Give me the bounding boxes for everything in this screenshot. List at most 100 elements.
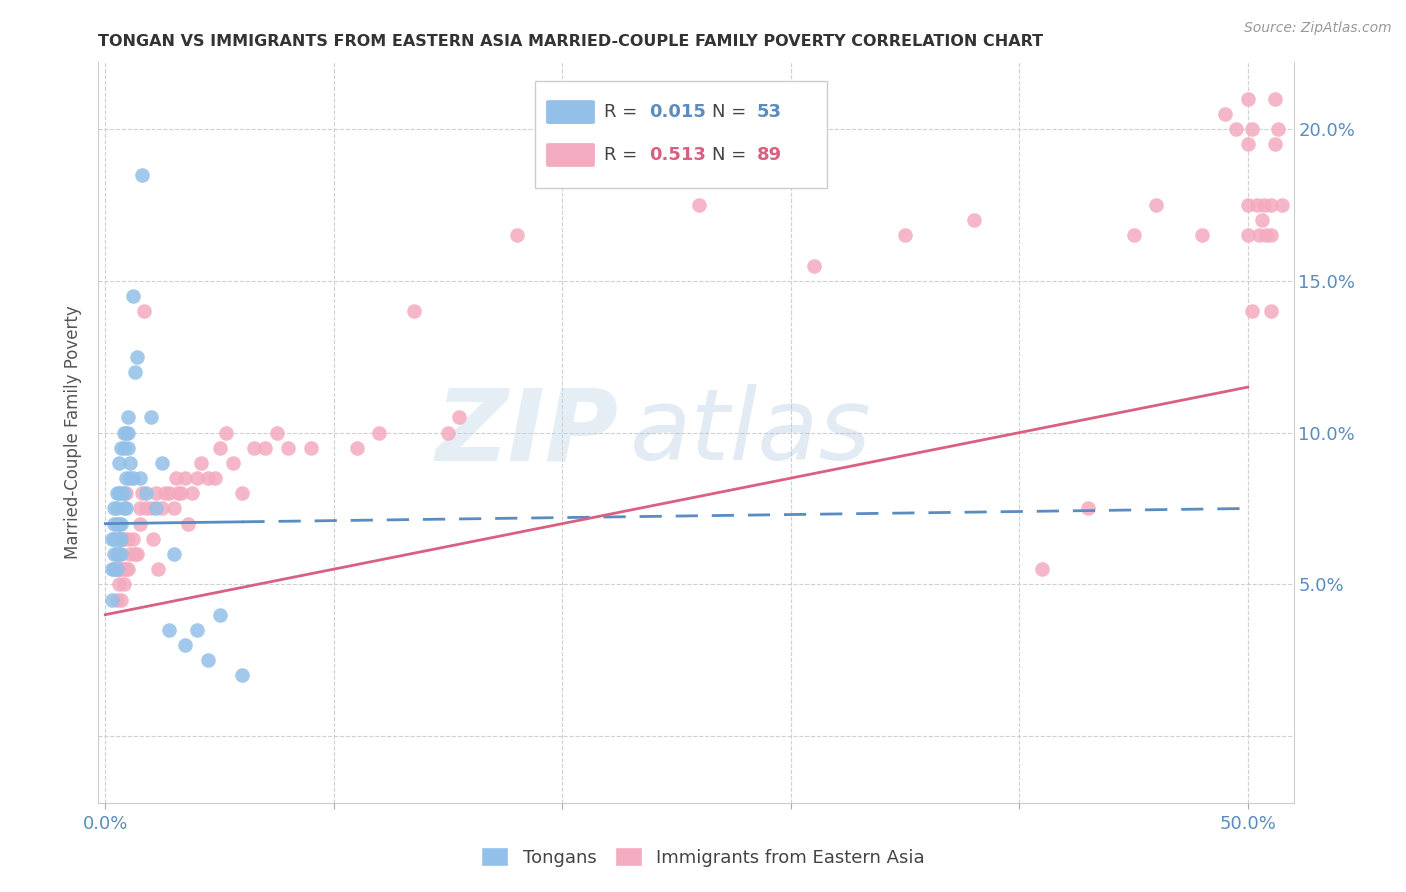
Point: [299, 441, 322, 455]
Point: [176, 516, 198, 531]
Point: [115, 425, 138, 440]
Point: [437, 425, 460, 440]
Point: [157, 486, 180, 500]
Point: [131, 168, 153, 182]
Point: [110, 516, 132, 531]
Point: [105, 486, 128, 500]
Point: [121, 532, 143, 546]
Point: [127, 547, 149, 561]
Point: [146, 562, 169, 576]
Point: [142, 532, 165, 546]
Point: [1241, 304, 1264, 318]
Point: [117, 532, 139, 546]
Text: R =: R =: [605, 103, 643, 121]
Point: [135, 501, 157, 516]
Point: [105, 547, 128, 561]
Point: [1250, 213, 1272, 227]
Point: [103, 516, 125, 531]
Point: [145, 486, 167, 500]
Text: ZIP: ZIP: [436, 384, 619, 481]
Point: [108, 516, 131, 531]
Point: [231, 668, 253, 682]
Point: [124, 365, 146, 379]
Point: [105, 592, 128, 607]
Point: [108, 547, 131, 561]
Point: [152, 456, 174, 470]
Point: [204, 471, 226, 485]
Point: [112, 577, 135, 591]
Point: [110, 547, 132, 561]
Point: [120, 547, 142, 561]
Point: [134, 304, 156, 318]
Point: [1246, 198, 1268, 212]
Point: [266, 425, 288, 440]
Point: [128, 471, 150, 485]
Point: [117, 441, 139, 455]
Point: [128, 501, 150, 516]
Point: [121, 471, 143, 485]
Point: [131, 486, 153, 500]
Point: [222, 456, 245, 470]
Point: [108, 456, 131, 470]
FancyBboxPatch shape: [546, 99, 596, 125]
Y-axis label: Married-Couple Family Poverty: Married-Couple Family Poverty: [65, 306, 83, 559]
Point: [110, 562, 132, 576]
Point: [115, 562, 138, 576]
Point: [115, 501, 138, 516]
Point: [103, 562, 125, 576]
Point: [402, 304, 425, 318]
Point: [108, 547, 131, 561]
Point: [505, 228, 527, 243]
Point: [1271, 198, 1294, 212]
Point: [152, 501, 174, 516]
Point: [110, 441, 132, 455]
Point: [231, 486, 253, 500]
Point: [1191, 228, 1213, 243]
Point: [110, 486, 132, 500]
Point: [1260, 228, 1282, 243]
Point: [346, 441, 368, 455]
Point: [103, 562, 125, 576]
Point: [596, 92, 619, 106]
Point: [112, 425, 135, 440]
Point: [110, 532, 132, 546]
Point: [124, 547, 146, 561]
Point: [101, 562, 124, 576]
Point: [1236, 228, 1258, 243]
Point: [197, 653, 219, 667]
Point: [174, 471, 197, 485]
Point: [108, 577, 131, 591]
Point: [112, 501, 135, 516]
Point: [1213, 107, 1236, 121]
Point: [243, 441, 266, 455]
Text: 0.015: 0.015: [650, 103, 706, 121]
Point: [103, 547, 125, 561]
Point: [190, 456, 212, 470]
Point: [115, 486, 138, 500]
Point: [1260, 198, 1282, 212]
Point: [112, 441, 135, 455]
Point: [803, 259, 825, 273]
Point: [894, 228, 917, 243]
Point: [117, 562, 139, 576]
Point: [108, 562, 131, 576]
Text: 89: 89: [756, 146, 782, 164]
Point: [117, 410, 139, 425]
Point: [1236, 198, 1258, 212]
Point: [1031, 562, 1053, 576]
Point: [128, 516, 150, 531]
Point: [208, 607, 231, 622]
Point: [368, 425, 391, 440]
Point: [163, 501, 186, 516]
Point: [181, 486, 204, 500]
Point: [135, 486, 157, 500]
Point: [112, 562, 135, 576]
Point: [101, 532, 124, 546]
Point: [105, 532, 128, 546]
Point: [186, 471, 208, 485]
Point: [1267, 122, 1289, 136]
Text: 0.513: 0.513: [650, 146, 706, 164]
Point: [112, 486, 135, 500]
Point: [103, 532, 125, 546]
Point: [127, 350, 149, 364]
